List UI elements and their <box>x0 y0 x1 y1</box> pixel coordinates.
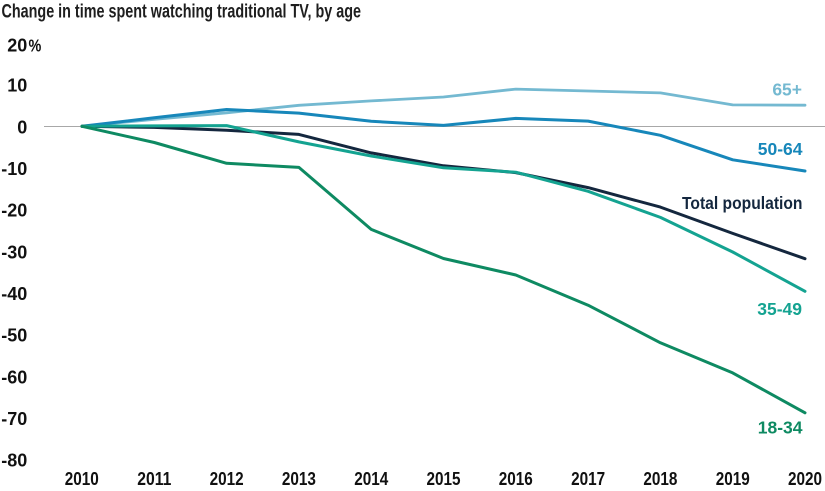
svg-text:-80: -80 <box>1 451 27 471</box>
svg-text:2018: 2018 <box>643 468 677 486</box>
svg-text:2016: 2016 <box>499 468 533 486</box>
svg-text:-30: -30 <box>1 242 27 262</box>
svg-text:2014: 2014 <box>354 468 388 486</box>
svg-text:2010: 2010 <box>65 468 99 486</box>
svg-text:%: % <box>29 35 42 55</box>
svg-text:-70: -70 <box>1 409 27 429</box>
svg-text:-20: -20 <box>1 201 27 221</box>
svg-text:Change in time spent watching: Change in time spent watching traditiona… <box>2 2 362 23</box>
svg-text:20: 20 <box>7 35 27 55</box>
svg-text:18-34: 18-34 <box>758 418 803 438</box>
svg-text:-40: -40 <box>1 284 27 304</box>
svg-text:0: 0 <box>17 117 27 137</box>
svg-text:2011: 2011 <box>137 468 171 486</box>
svg-text:35-49: 35-49 <box>757 299 802 319</box>
svg-text:65+: 65+ <box>772 80 802 100</box>
svg-text:-10: -10 <box>1 159 27 179</box>
svg-text:2020: 2020 <box>788 468 822 486</box>
svg-text:-50: -50 <box>1 326 27 346</box>
svg-text:2015: 2015 <box>427 468 461 486</box>
svg-text:2019: 2019 <box>716 468 750 486</box>
svg-text:10: 10 <box>7 76 27 96</box>
svg-text:2013: 2013 <box>282 468 316 486</box>
svg-text:-60: -60 <box>1 367 27 387</box>
svg-text:2012: 2012 <box>210 468 244 486</box>
svg-text:Total population: Total population <box>682 193 803 213</box>
svg-text:2017: 2017 <box>571 468 605 486</box>
svg-text:50-64: 50-64 <box>758 139 803 159</box>
